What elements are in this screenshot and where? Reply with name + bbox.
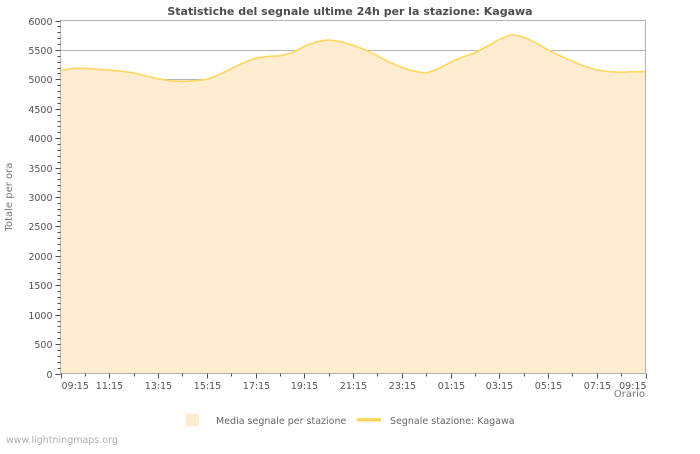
x-axis-tick-label: 15:15 bbox=[194, 381, 221, 392]
x-axis-tick-label: 23:15 bbox=[389, 381, 416, 392]
y-axis-tick-label: 2500 bbox=[28, 222, 52, 233]
y-axis-tick-label: 500 bbox=[34, 340, 52, 351]
signal-line-path bbox=[60, 33, 646, 83]
x-axis-ticks: 09:15 11:15 13:15 15:15 17:15 19:15 21:15 23:15… bbox=[61, 373, 647, 392]
chart-title: Statistiche del segnale ultime 24h per l… bbox=[167, 5, 532, 18]
y-axis-tick-label: 4500 bbox=[28, 105, 52, 116]
y-axis-tick-label: 5000 bbox=[28, 75, 52, 86]
x-axis-tick-label: 17:15 bbox=[243, 381, 270, 392]
x-axis-tick-label: 01:15 bbox=[438, 381, 465, 392]
y-axis-tick-label: 5500 bbox=[28, 46, 52, 57]
y-axis-ticks: 0 500 1000 1500 2000 2500 3000 3500 4000 4500 5000… bbox=[28, 17, 61, 381]
series-line-segnale-stazione-kagawa bbox=[60, 33, 646, 83]
legend-label-media-segnale: Media segnale per stazione bbox=[216, 416, 346, 427]
y-axis-tick-label: 1500 bbox=[28, 281, 52, 292]
x-axis-tick-label: 09:15 bbox=[619, 381, 646, 392]
x-axis-tick-label: 09:15 bbox=[62, 381, 89, 392]
x-axis-tick-label: 21:15 bbox=[340, 381, 367, 392]
x-axis-tick-label: 03:15 bbox=[486, 381, 513, 392]
x-axis-tick-label: 13:15 bbox=[145, 381, 172, 392]
x-axis-label: Orario bbox=[614, 389, 645, 400]
area-fill-path bbox=[60, 34, 646, 374]
x-axis-tick-label: 05:15 bbox=[535, 381, 562, 392]
x-axis-tick-label: 19:15 bbox=[291, 381, 318, 392]
y-axis-label: Totale per ora bbox=[4, 163, 15, 233]
series-area-media-segnale-per-stazione bbox=[60, 34, 646, 374]
chart-legend: Media segnale per stazione Segnale stazi… bbox=[186, 414, 515, 427]
y-axis-tick-label: 3000 bbox=[28, 193, 52, 204]
y-axis-tick-label: 0 bbox=[46, 370, 52, 381]
legend-area-swatch bbox=[186, 414, 199, 426]
y-axis-tick-label: 3500 bbox=[28, 164, 52, 175]
x-axis-tick-label: 11:15 bbox=[96, 381, 123, 392]
footer-watermark: www.lightningmaps.org bbox=[6, 435, 118, 446]
y-axis-tick-label: 4000 bbox=[28, 134, 52, 145]
legend-line-swatch bbox=[357, 418, 381, 422]
x-axis-tick-label: 07:15 bbox=[584, 381, 611, 392]
legend-label-segnale-kagawa: Segnale stazione: Kagawa bbox=[390, 416, 515, 427]
y-axis-tick-label: 1000 bbox=[28, 311, 52, 322]
y-axis-tick-label: 6000 bbox=[28, 17, 52, 28]
y-axis-tick-label: 2000 bbox=[28, 252, 52, 263]
